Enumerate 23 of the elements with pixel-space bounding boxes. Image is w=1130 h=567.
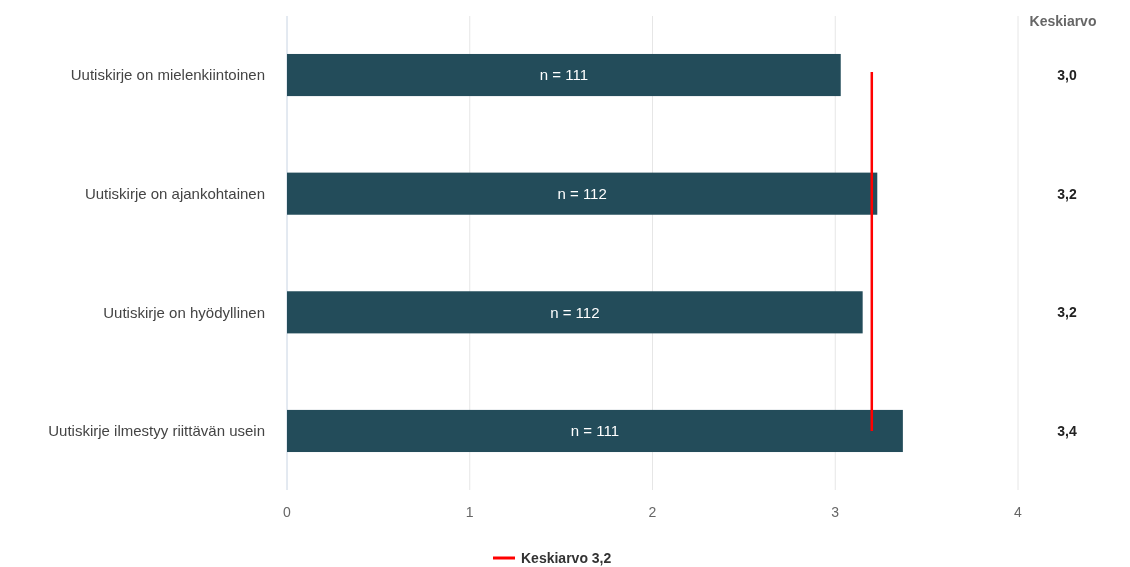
y-tick-label: Uutiskirje on hyödyllinen (103, 303, 265, 321)
x-tick-label: 4 (1014, 504, 1023, 520)
annotation: n = 111 (570, 422, 620, 440)
bar (287, 291, 863, 334)
y-tick-label: Uutiskirje ilmestyy riittävän usein (48, 422, 265, 440)
x-tick-label: 2 (648, 504, 657, 520)
bar (287, 53, 841, 97)
data-label: 3,2 (1057, 304, 1077, 321)
annotation: n = 111 (539, 66, 588, 84)
x-tick-label: 0 (283, 504, 292, 520)
annotation: n = 112 (550, 303, 600, 321)
data-label: 3,2 (1057, 185, 1077, 202)
bar (287, 172, 878, 215)
legend-label: Keskiarvo 3,2 (521, 549, 612, 566)
annotation: n = 112 (557, 184, 607, 202)
data-label: 3,0 (1057, 66, 1077, 83)
x-tick-label: 3 (831, 504, 840, 520)
x-tick-label: 1 (465, 504, 474, 520)
text: Keskiarvo (1029, 13, 1097, 29)
y-tick-label: Uutiskirje on ajankohtainen (84, 184, 265, 202)
data-label: 3,4 (1057, 422, 1077, 439)
y-tick-label: Uutiskirje on mielenkiintoinen (70, 66, 265, 84)
bar (287, 409, 903, 453)
